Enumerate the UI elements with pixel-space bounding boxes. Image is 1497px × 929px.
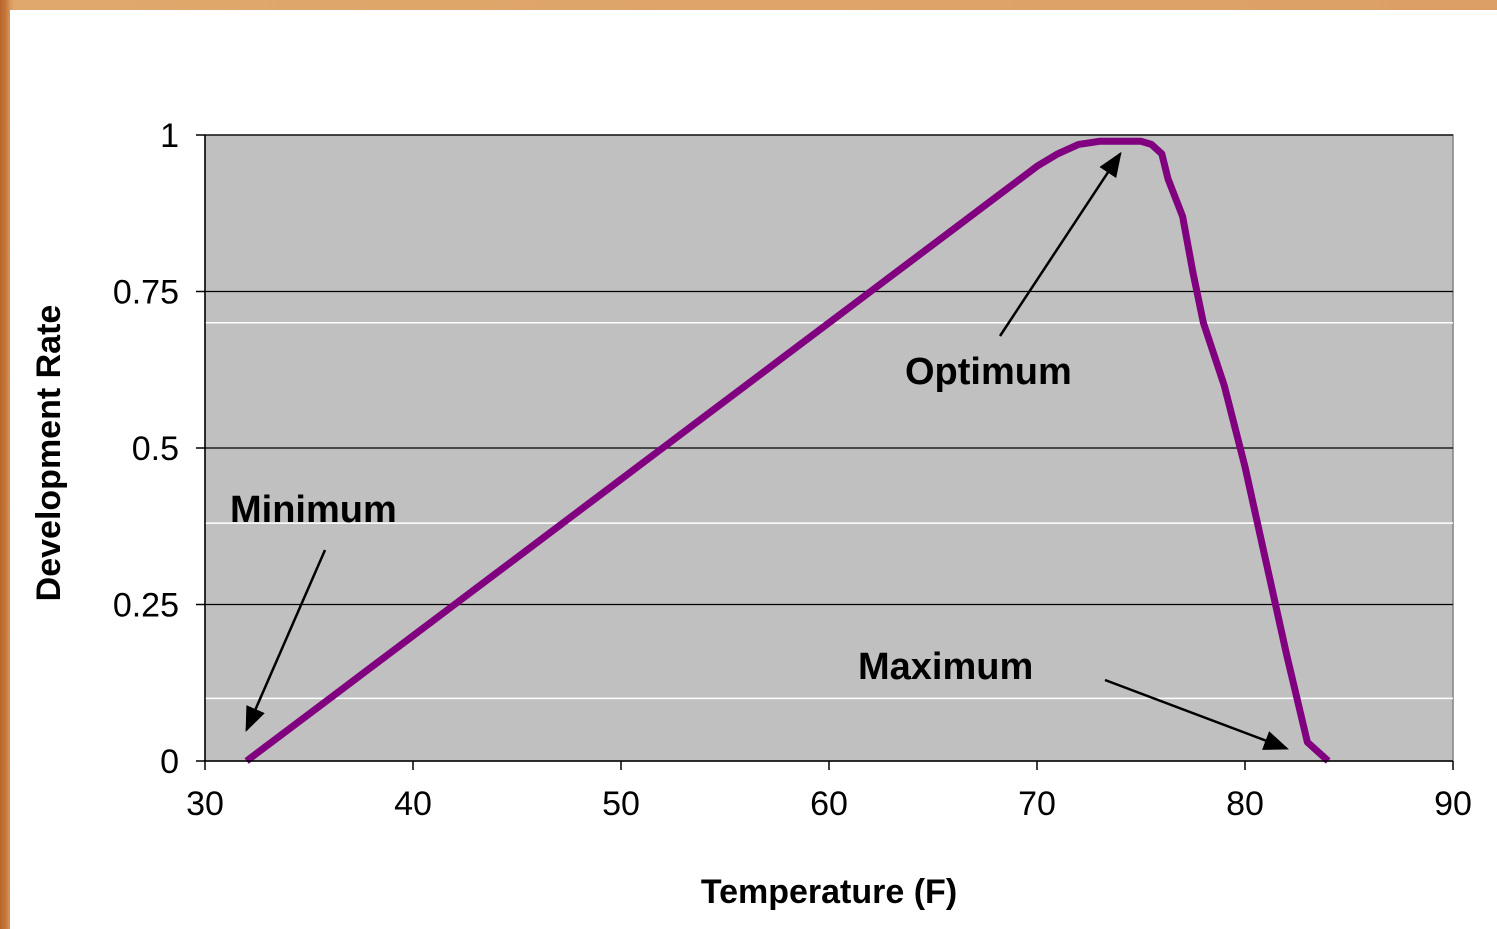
y-axis-title: Development Rate — [30, 305, 68, 602]
y-tick-label: 1 — [160, 117, 179, 155]
annotation-label-minimum: Minimum — [230, 489, 397, 531]
annotation-label-optimum: Optimum — [905, 351, 1072, 393]
chart-frame: 30 40 50 60 70 80 90 0 0.25 0.5 0.75 1 Minimum Optim… — [10, 10, 1497, 929]
x-tick-label: 80 — [1226, 785, 1264, 823]
x-tick-label: 60 — [810, 785, 848, 823]
x-tick-label: 70 — [1018, 785, 1056, 823]
gridlines — [205, 134, 1453, 606]
series-line-0 — [244, 137, 1331, 764]
x-tick-label: 30 — [186, 785, 224, 823]
x-axis-title: Temperature (F) — [701, 873, 957, 911]
axes — [196, 134, 1454, 770]
annotation-arrow-maximum — [1104, 678, 1289, 750]
y-tick-label: 0.5 — [132, 430, 179, 468]
y-tick-label: 0.75 — [113, 274, 179, 312]
series-group — [244, 137, 1331, 764]
y-tick-label: 0.25 — [113, 587, 179, 625]
annotation-label-maximum: Maximum — [858, 646, 1033, 688]
x-tick-label: 40 — [394, 785, 432, 823]
y-tick-label: 0 — [160, 743, 179, 781]
annotation-arrow-optimum — [998, 151, 1122, 337]
x-tick-label: 50 — [602, 785, 640, 823]
tick-labels: 30 40 50 60 70 80 90 0 0.25 0.5 0.75 1 — [113, 117, 1472, 823]
x-tick-label: 90 — [1434, 785, 1472, 823]
annotations: Minimum Optimum Maximum — [230, 151, 1289, 750]
annotation-arrow-minimum — [245, 549, 327, 732]
development-rate-chart: 30 40 50 60 70 80 90 0 0.25 0.5 0.75 1 Minimum Optim… — [30, 117, 1472, 911]
